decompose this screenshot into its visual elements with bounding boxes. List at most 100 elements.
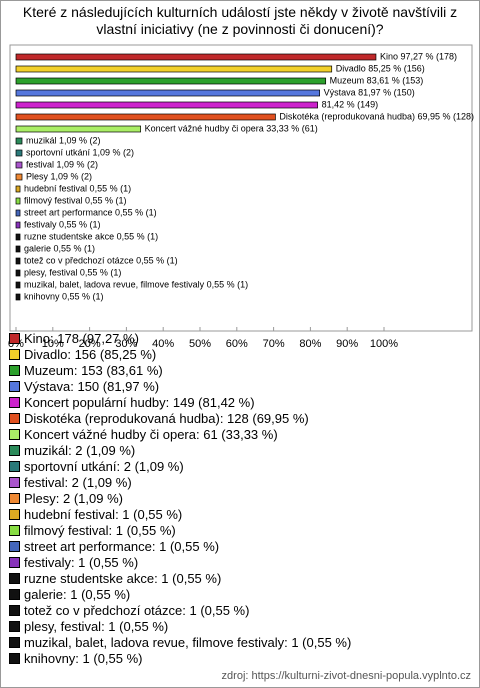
bar <box>15 125 142 133</box>
bar-label: Muzeum 83,61 % (153) <box>330 75 424 85</box>
x-tick-label: 60% <box>226 338 248 350</box>
bar-label: Plesy 1,09 % (2) <box>26 171 92 181</box>
bar-label: hudební festival 0,55 % (1) <box>24 183 131 193</box>
bar-label: totež co v předchozí otázce 0,55 % (1) <box>24 255 178 265</box>
legend-item: Diskotéka (reprodukovaná hudba): 128 (69… <box>9 411 351 427</box>
bar <box>15 77 327 85</box>
legend-label: Kino: 178 (97,27 %) <box>24 331 139 346</box>
bar-label: 81,42 % (149) <box>322 99 379 109</box>
legend-swatch <box>9 493 20 504</box>
legend-swatch <box>9 605 20 616</box>
legend-label: ruzne studentske akce: 1 (0,55 %) <box>24 571 222 586</box>
legend-item: totež co v předchozí otázce: 1 (0,55 %) <box>9 603 351 619</box>
legend-item: ruzne studentske akce: 1 (0,55 %) <box>9 571 351 587</box>
legend-swatch <box>9 349 20 360</box>
legend-swatch <box>9 365 20 376</box>
bar <box>15 101 318 109</box>
legend-label: plesy, festival: 1 (0,55 %) <box>24 619 169 634</box>
bar-label: ruzne studentske akce 0,55 % (1) <box>24 231 158 241</box>
legend-label: festival: 2 (1,09 %) <box>24 475 132 490</box>
x-tick-label: 50% <box>189 338 211 350</box>
legend-label: sportovní utkání: 2 (1,09 %) <box>24 459 184 474</box>
bar <box>15 197 21 205</box>
x-tick-label: 10% <box>42 338 64 350</box>
legend-item: Muzeum: 153 (83,61 %) <box>9 363 351 379</box>
legend-label: muzikal, balet, ladova revue, filmove fe… <box>24 635 352 650</box>
legend-swatch <box>9 541 20 552</box>
x-tick-label: 70% <box>263 338 285 350</box>
legend-label: festivaly: 1 (0,55 %) <box>24 555 139 570</box>
legend-swatch <box>9 525 20 536</box>
legend-item: festival: 2 (1,09 %) <box>9 475 351 491</box>
legend-label: Výstava: 150 (81,97 %) <box>24 379 160 394</box>
bar <box>15 281 21 289</box>
bar-label: festivaly 0,55 % (1) <box>24 219 101 229</box>
legend: Kino: 178 (97,27 %) Divadlo: 156 (85,25 %… <box>9 331 351 667</box>
bar-label: muzikal, balet, ladova revue, filmove fe… <box>24 279 248 289</box>
legend-swatch <box>9 397 20 408</box>
legend-swatch <box>9 653 20 664</box>
legend-item: galerie: 1 (0,55 %) <box>9 587 351 603</box>
legend-swatch <box>9 557 20 568</box>
legend-item: festivaly: 1 (0,55 %) <box>9 555 351 571</box>
bar <box>15 53 377 61</box>
legend-item: Výstava: 150 (81,97 %) <box>9 379 351 395</box>
bar-label: sportovní utkání 1,09 % (2) <box>26 147 134 157</box>
legend-swatch <box>9 461 20 472</box>
bar-label: galerie 0,55 % (1) <box>24 243 95 253</box>
bar <box>15 209 21 217</box>
x-tick-label: 90% <box>336 338 358 350</box>
legend-label: galerie: 1 (0,55 %) <box>24 587 131 602</box>
legend-label: knihovny: 1 (0,55 %) <box>24 651 143 666</box>
bar <box>15 113 276 121</box>
legend-label: Plesy: 2 (1,09 %) <box>24 491 123 506</box>
legend-item: filmový festival: 1 (0,55 %) <box>9 523 351 539</box>
legend-item: hudební festival: 1 (0,55 %) <box>9 507 351 523</box>
x-tick-label: 80% <box>299 338 321 350</box>
x-tick-label: 40% <box>152 338 174 350</box>
legend-swatch <box>9 509 20 520</box>
chart-title: Které z následujících kulturních událost… <box>22 4 458 37</box>
bar-label: filmový festival 0,55 % (1) <box>24 195 127 205</box>
legend-label: Koncert populární hudby: 149 (81,42 %) <box>24 395 255 410</box>
bar <box>15 221 21 229</box>
x-tick-label: 30% <box>115 338 137 350</box>
legend-label: Divadlo: 156 (85,25 %) <box>24 347 157 362</box>
bar-label: Diskotéka (reprodukovaná hudba) 69,95 % … <box>279 111 474 121</box>
legend-swatch <box>9 333 20 344</box>
legend-label: street art performance: 1 (0,55 %) <box>24 539 220 554</box>
bar-label: Divadlo 85,25 % (156) <box>336 63 425 73</box>
legend-item: Kino: 178 (97,27 %) <box>9 331 351 347</box>
legend-swatch <box>9 637 20 648</box>
legend-label: hudební festival: 1 (0,55 %) <box>24 507 183 522</box>
legend-item: Plesy: 2 (1,09 %) <box>9 491 351 507</box>
legend-swatch <box>9 445 20 456</box>
bar <box>15 89 320 97</box>
legend-label: Diskotéka (reprodukovaná hudba): 128 (69… <box>24 411 309 426</box>
legend-swatch <box>9 381 20 392</box>
legend-item: Koncert vážné hudby či opera: 61 (33,33 … <box>9 427 351 443</box>
legend-swatch <box>9 429 20 440</box>
x-tick-label: 100% <box>370 338 398 350</box>
bar-label: festival 1,09 % (2) <box>26 159 98 169</box>
bar-label: Výstava 81,97 % (150) <box>324 87 415 97</box>
legend-item: knihovny: 1 (0,55 %) <box>9 651 351 667</box>
legend-swatch <box>9 589 20 600</box>
legend-item: Koncert populární hudby: 149 (81,42 %) <box>9 395 351 411</box>
chart-frame <box>9 44 473 332</box>
legend-item: plesy, festival: 1 (0,55 %) <box>9 619 351 635</box>
bar <box>15 173 23 181</box>
legend-swatch <box>9 477 20 488</box>
bar <box>15 185 21 193</box>
legend-item: Divadlo: 156 (85,25 %) <box>9 347 351 363</box>
bar <box>15 257 21 265</box>
bar-label: muzikál 1,09 % (2) <box>26 135 101 145</box>
bar <box>15 233 21 241</box>
bar <box>15 65 333 73</box>
legend-swatch <box>9 573 20 584</box>
bar <box>15 245 21 253</box>
legend-swatch <box>9 621 20 632</box>
legend-label: filmový festival: 1 (0,55 %) <box>24 523 176 538</box>
bar-label: knihovny 0,55 % (1) <box>24 291 104 301</box>
